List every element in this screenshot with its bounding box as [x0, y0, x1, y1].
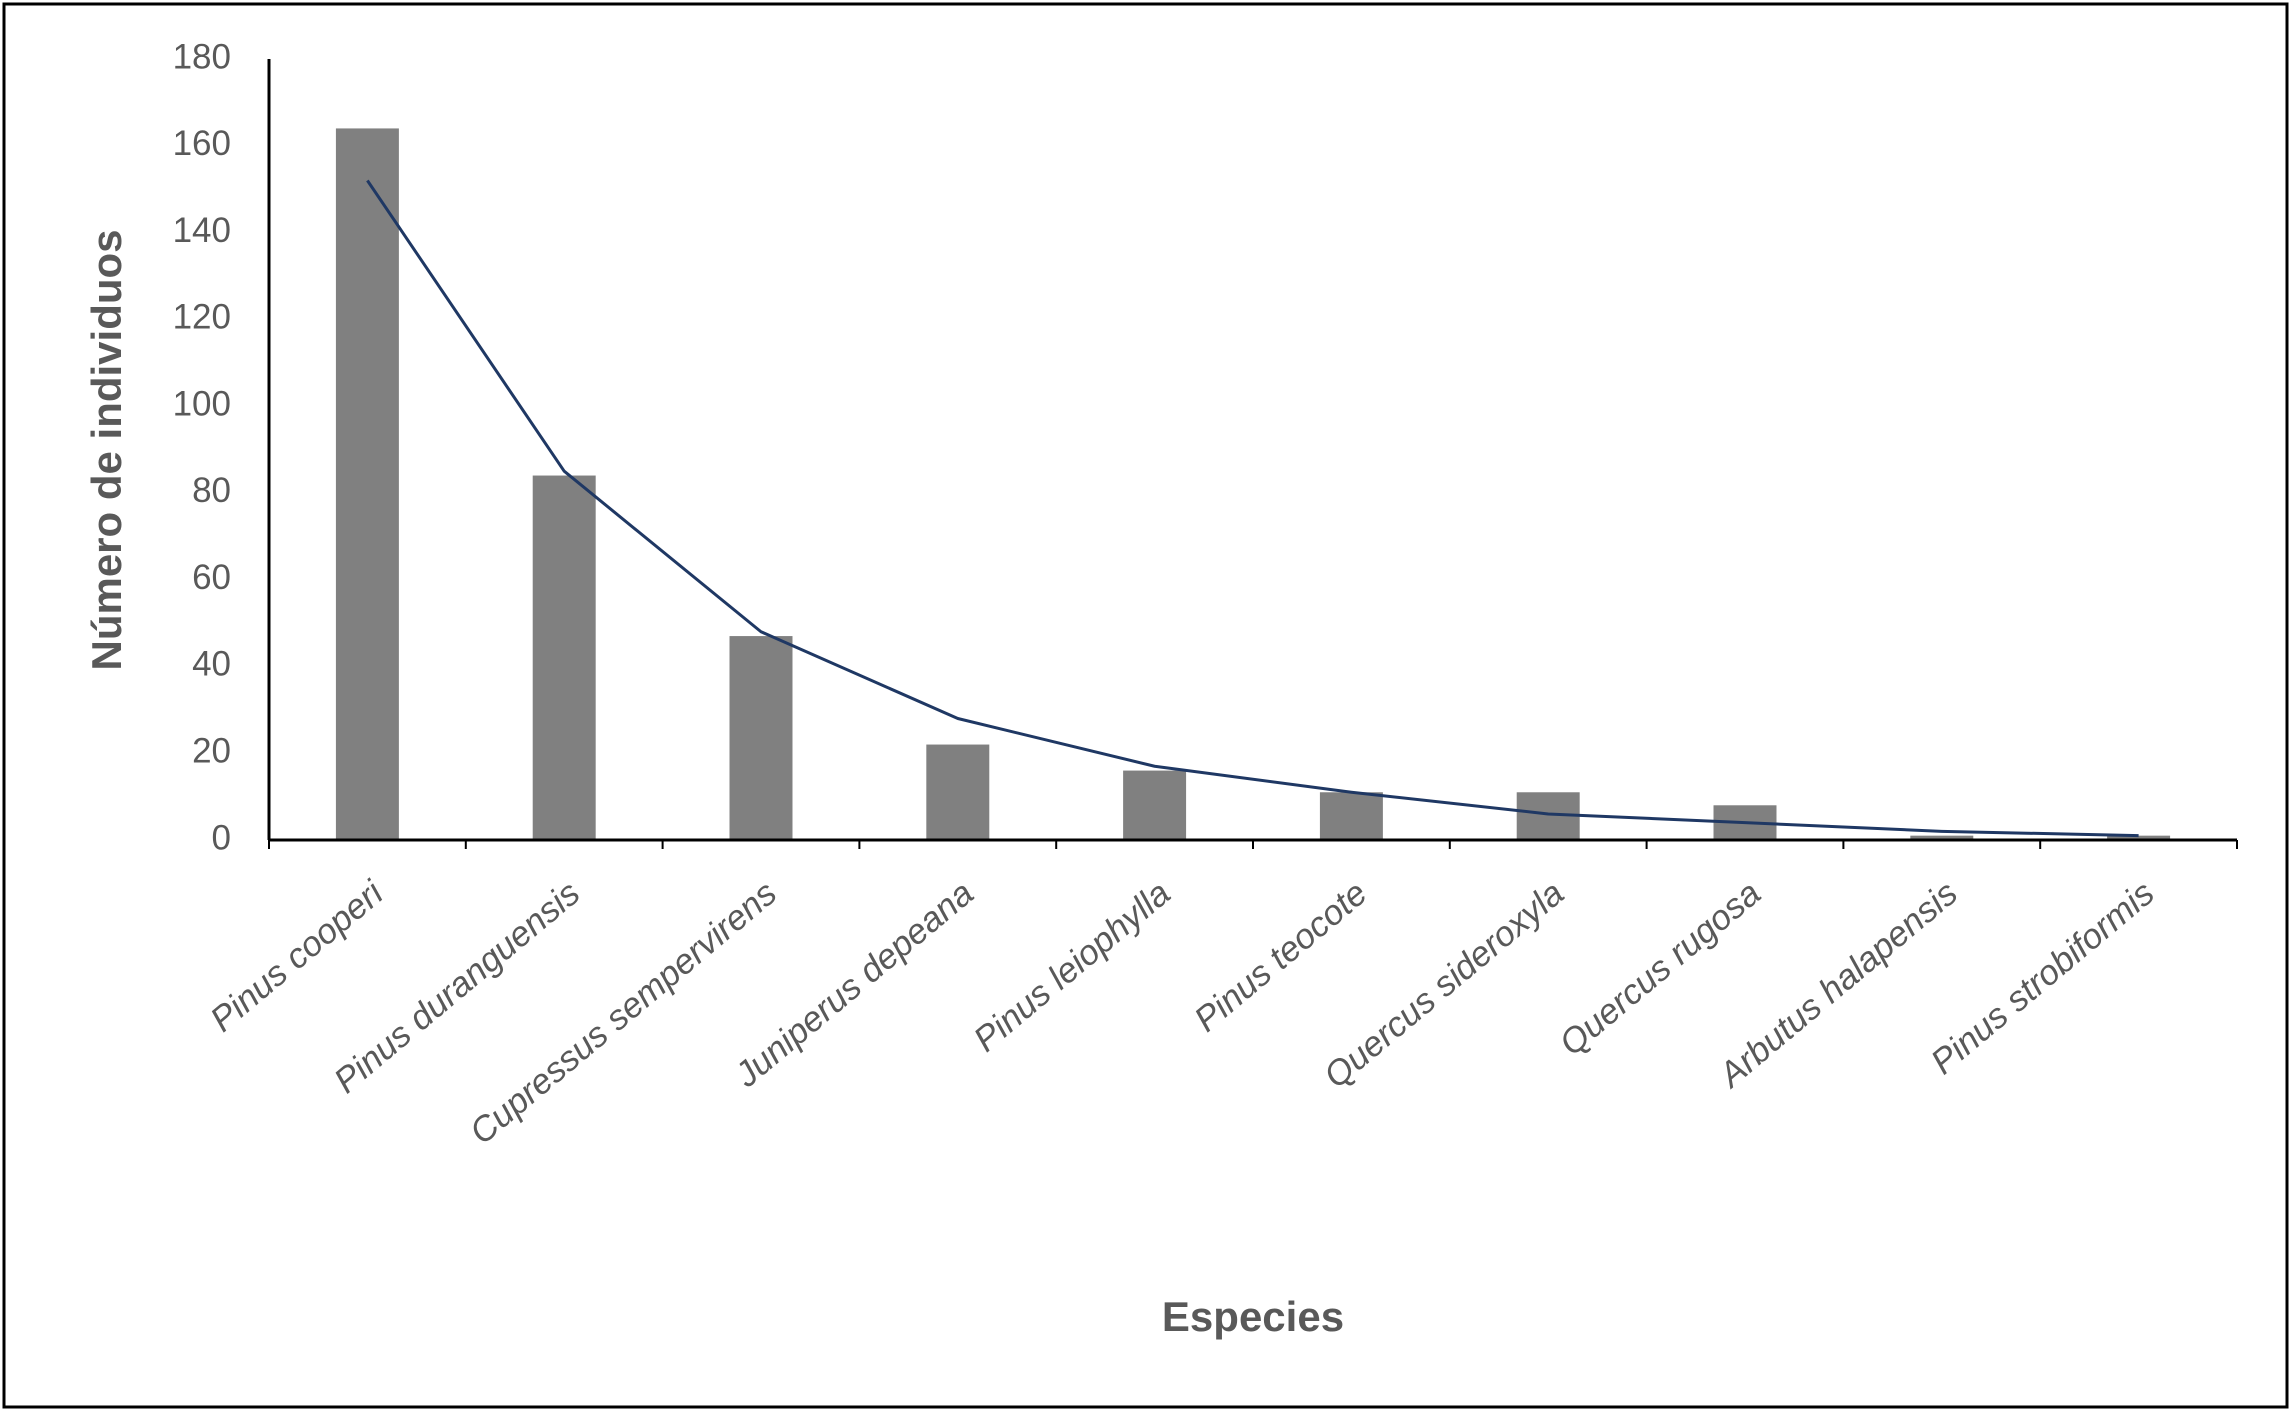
y-tick-label: 120 [173, 298, 231, 337]
bar [1910, 835, 1974, 840]
y-tick-label: 100 [173, 384, 231, 423]
y-axis-title: Número de individuos [83, 229, 130, 670]
y-tick-label: 60 [192, 558, 231, 597]
trendline [366, 179, 2139, 838]
y-tick-label: 40 [192, 645, 231, 684]
bar [1319, 792, 1383, 840]
y-tick-label: 20 [192, 731, 231, 770]
x-axis-title: Especies [1162, 1293, 1344, 1340]
y-tick-label: 140 [173, 211, 231, 250]
y-tick-label: 160 [173, 124, 231, 163]
bar [532, 475, 596, 840]
bar [335, 128, 399, 840]
bar [729, 636, 793, 840]
bar [2107, 835, 2171, 840]
bar [1123, 770, 1187, 840]
y-tick-label: 80 [192, 471, 231, 510]
bar [926, 744, 990, 840]
y-tick-label: 0 [212, 818, 231, 857]
y-tick-label: 180 [173, 37, 231, 76]
